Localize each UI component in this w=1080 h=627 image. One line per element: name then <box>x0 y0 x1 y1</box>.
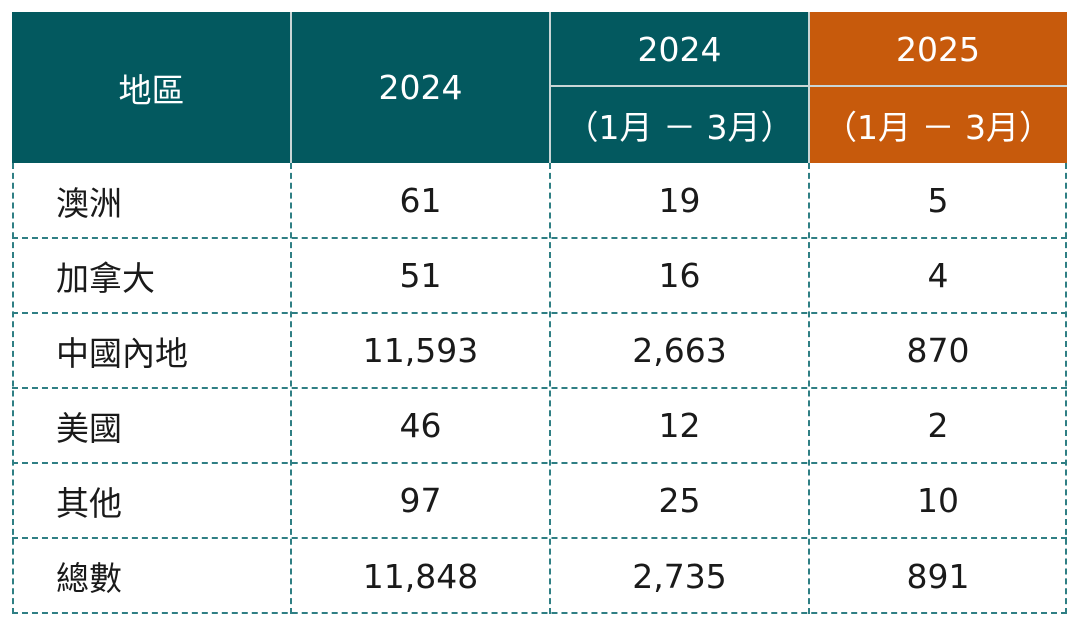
header-divider <box>808 12 810 163</box>
header-2025-q1-period: （1月 － 3月） <box>809 86 1067 163</box>
value-2024-q1-cell: 2,663 <box>632 331 727 370</box>
value-2025-q1-cell: 4 <box>927 256 949 295</box>
data-table: 地區 2024 2024 （1月 － 3月） 2025 （1月 － 3月） 澳洲… <box>12 12 1067 614</box>
value-2025-q1-cell: 10 <box>917 481 959 520</box>
value-2025-q1-cell: 870 <box>906 331 970 370</box>
region-cell: 加拿大 <box>56 258 155 298</box>
header-divider <box>290 12 292 163</box>
grid-line <box>12 312 1067 314</box>
header-divider <box>549 12 551 163</box>
value-2024-q1-cell: 25 <box>658 481 701 520</box>
region-cell: 其他 <box>56 483 122 523</box>
grid-line <box>12 462 1067 464</box>
grid-line <box>12 387 1067 389</box>
value-2024-q1-cell: 2,735 <box>632 556 727 596</box>
grid-line <box>808 163 810 614</box>
value-2024-cell: 11,593 <box>362 331 479 370</box>
region-cell: 美國 <box>56 408 122 448</box>
value-2024-q1-cell: 16 <box>658 256 701 295</box>
header-2024: 2024 <box>291 12 550 163</box>
header-2025-q1-year: 2025 <box>809 12 1067 86</box>
value-2025-q1-cell: 2 <box>927 406 949 445</box>
region-cell: 總數 <box>56 559 122 598</box>
value-2024-cell: 61 <box>399 181 442 220</box>
value-2024-q1-cell: 19 <box>658 181 701 220</box>
grid-line <box>549 163 551 614</box>
grid-line <box>12 237 1067 239</box>
grid-line <box>1065 163 1067 614</box>
grid-line <box>12 163 14 614</box>
header-2024-q1-period: （1月 － 3月） <box>550 86 809 163</box>
grid-line <box>290 163 292 614</box>
value-2024-cell: 51 <box>399 256 442 295</box>
grid-line <box>12 612 1067 614</box>
region-cell: 澳洲 <box>56 183 122 223</box>
region-cell: 中國內地 <box>56 333 188 373</box>
header-2024-q1-year: 2024 <box>550 12 809 86</box>
grid-line <box>12 537 1067 539</box>
value-2024-cell: 11,848 <box>362 556 479 596</box>
value-2025-q1-cell: 891 <box>906 556 970 596</box>
value-2024-cell: 97 <box>399 481 442 520</box>
value-2025-q1-cell: 5 <box>927 181 949 220</box>
value-2024-q1-cell: 12 <box>658 406 701 445</box>
header-divider <box>550 85 1067 87</box>
header-region: 地區 <box>12 12 291 163</box>
value-2024-cell: 46 <box>399 406 442 445</box>
